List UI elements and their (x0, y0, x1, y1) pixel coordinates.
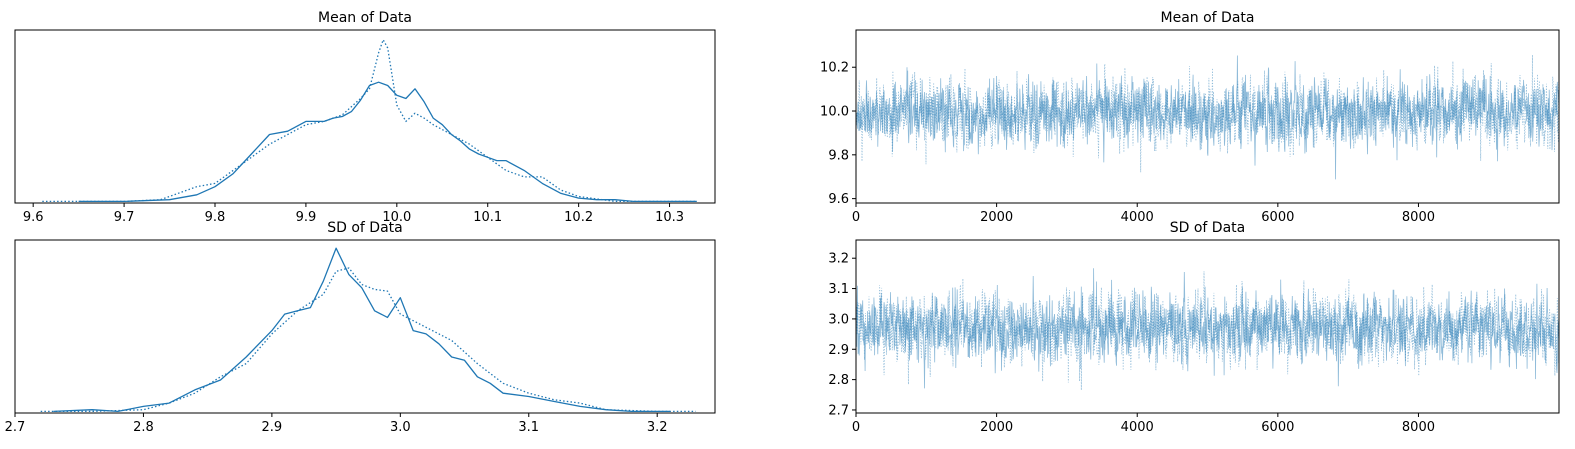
x-tick-label: 2000 (980, 420, 1013, 435)
x-tick-label: 9.6 (23, 210, 44, 225)
x-tick-label: 2.7 (5, 420, 26, 435)
y-tick-label: 10.0 (820, 105, 849, 120)
x-tick-label: 6000 (1261, 420, 1294, 435)
kde-line-dotted (40, 267, 696, 413)
trace-line-dotted (856, 271, 1559, 391)
x-tick-label: 4000 (1121, 210, 1154, 225)
axes-frame (14, 29, 716, 204)
x-tick-label: 10.0 (382, 210, 411, 225)
y-tick-label: 9.8 (828, 148, 849, 163)
x-tick-label: 4000 (1121, 420, 1154, 435)
x-tick-label: 3.1 (518, 420, 539, 435)
x-tick-label: 9.9 (296, 210, 317, 225)
y-tick-label: 3.0 (828, 312, 849, 327)
chart-title: SD of Data (327, 220, 403, 236)
panel-kde-mean: 9.6 9.7 9.8 9.9 10.0 10.1 10.2 10.3 Mean of Data (14, 10, 716, 225)
kde-line-solid (53, 247, 670, 413)
x-tick-label: 9.7 (114, 210, 135, 225)
x-tick-label: 2.8 (133, 420, 154, 435)
y-tick-label: 2.7 (828, 403, 849, 418)
trace-line-dotted (856, 54, 1559, 173)
trace-line-solid (856, 55, 1559, 180)
kde-line-solid (78, 81, 697, 203)
panel-trace-mean: 0 2000 4000 6000 8000 9.6 9.8 10.0 10.2 Mean of D… (820, 10, 1560, 225)
kde-line-dotted (42, 39, 697, 203)
x-tick-label: 8000 (1402, 210, 1435, 225)
x-tick-label: 3.2 (647, 420, 668, 435)
axes-frame (855, 29, 1560, 204)
panel-trace-sd: 0 2000 4000 6000 8000 2.7 2.8 2.9 3.0 3.1 3.2 SD of… (828, 220, 1560, 435)
x-tick-label: 0 (852, 420, 860, 435)
y-tick-label: 2.8 (828, 373, 849, 388)
panel-kde-sd: 2.7 2.8 2.9 3.0 3.1 3.2 SD of Data (5, 220, 716, 435)
x-tick-label: 10.3 (655, 210, 684, 225)
plot-area (856, 54, 1559, 180)
y-tick-label: 10.2 (820, 61, 849, 76)
y-tick-label: 9.6 (828, 192, 849, 207)
x-tick-label: 0 (852, 210, 860, 225)
x-tick-label: 2000 (980, 210, 1013, 225)
x-tick-label: 10.2 (564, 210, 593, 225)
y-tick-label: 2.9 (828, 343, 849, 358)
x-tick-label: 8000 (1402, 420, 1435, 435)
chart-title: Mean of Data (318, 10, 412, 26)
plot-area (856, 268, 1559, 391)
axes-frame (14, 239, 716, 414)
x-tick-label: 2.9 (262, 420, 283, 435)
y-tick-label: 3.2 (828, 252, 849, 267)
axes-frame (855, 239, 1560, 414)
plot-area (42, 39, 697, 203)
y-tick-label: 3.1 (828, 282, 849, 297)
x-tick-label: 9.8 (205, 210, 226, 225)
x-tick-label: 10.1 (473, 210, 502, 225)
plot-area (40, 247, 696, 413)
chart-title: Mean of Data (1161, 10, 1255, 26)
x-tick-label: 6000 (1261, 210, 1294, 225)
chart-title: SD of Data (1170, 220, 1246, 236)
x-tick-label: 3.0 (390, 420, 411, 435)
